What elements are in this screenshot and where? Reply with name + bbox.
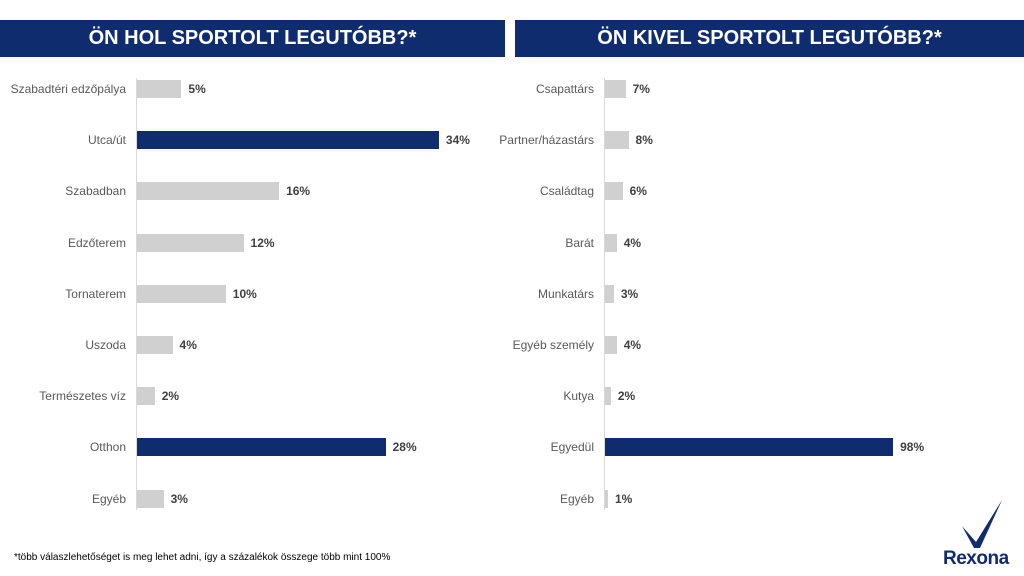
value-label: 98%	[900, 440, 925, 455]
category-label: Utca/út	[87, 133, 126, 148]
value-label: 16%	[286, 184, 311, 199]
chart-title-with-whom: ÖN KIVEL SPORTOLT LEGUTÓBB?*	[515, 20, 1024, 57]
bar	[605, 438, 894, 457]
value-label: 12%	[250, 235, 275, 250]
rexona-logo: Rexona	[943, 548, 1009, 569]
value-label: 28%	[392, 440, 417, 455]
bar	[137, 182, 280, 201]
bar	[605, 284, 614, 303]
bar	[605, 80, 626, 98]
value-label: 6%	[629, 184, 647, 199]
value-label: 8%	[635, 133, 653, 148]
category-label: Munkatárs	[537, 286, 594, 301]
bar	[605, 336, 617, 354]
value-label: 5%	[188, 82, 206, 96]
bar	[137, 233, 244, 252]
category-label: Kutya	[563, 389, 594, 404]
category-label: Egyéb személy	[512, 338, 594, 352]
bar	[605, 182, 623, 201]
bar	[605, 387, 611, 406]
category-label: Tornaterem	[65, 286, 126, 301]
category-label: Edzőterem	[67, 235, 126, 250]
value-label: 7%	[632, 82, 650, 96]
value-label: 2%	[617, 389, 636, 404]
value-label: 3%	[170, 491, 188, 506]
category-label: Otthon	[89, 440, 126, 455]
category-label: Egyéb	[559, 491, 594, 506]
category-label: Szabadtéri edzőpálya	[10, 82, 126, 96]
category-label: Családtag	[539, 184, 594, 199]
axis-line	[604, 78, 605, 510]
category-label: Szabadban	[65, 184, 126, 199]
bar	[137, 438, 386, 457]
category-label: Barát	[565, 235, 594, 250]
category-label: Uszoda	[85, 338, 126, 352]
value-label: 4%	[623, 338, 642, 352]
value-label: 4%	[179, 338, 197, 352]
footnote: *több válaszlehetőséget is meg lehet adn…	[14, 552, 391, 563]
category-label: Egyéb	[91, 491, 126, 506]
bar	[137, 284, 226, 303]
value-label: 10%	[232, 286, 257, 301]
bar	[605, 489, 608, 508]
bar	[137, 80, 182, 98]
bar	[137, 489, 164, 508]
bar	[605, 233, 617, 252]
value-label: 2%	[161, 389, 180, 404]
category-label: Csapattárs	[535, 82, 594, 96]
value-label: 3%	[620, 286, 639, 301]
bar	[137, 387, 155, 406]
axis-line	[136, 78, 137, 510]
bar	[137, 336, 173, 354]
category-label: Egyedül	[550, 440, 594, 455]
bar	[605, 131, 629, 150]
value-label: 34%	[445, 133, 470, 148]
rexona-check-icon	[962, 500, 1002, 548]
value-label: 4%	[623, 235, 642, 250]
category-label: Természetes víz	[39, 389, 126, 404]
category-label: Partner/házastárs	[499, 133, 594, 148]
bar	[137, 131, 439, 150]
value-label: 1%	[614, 491, 633, 506]
chart-title-where: ÖN HOL SPORTOLT LEGUTÓBB?*	[0, 20, 505, 57]
